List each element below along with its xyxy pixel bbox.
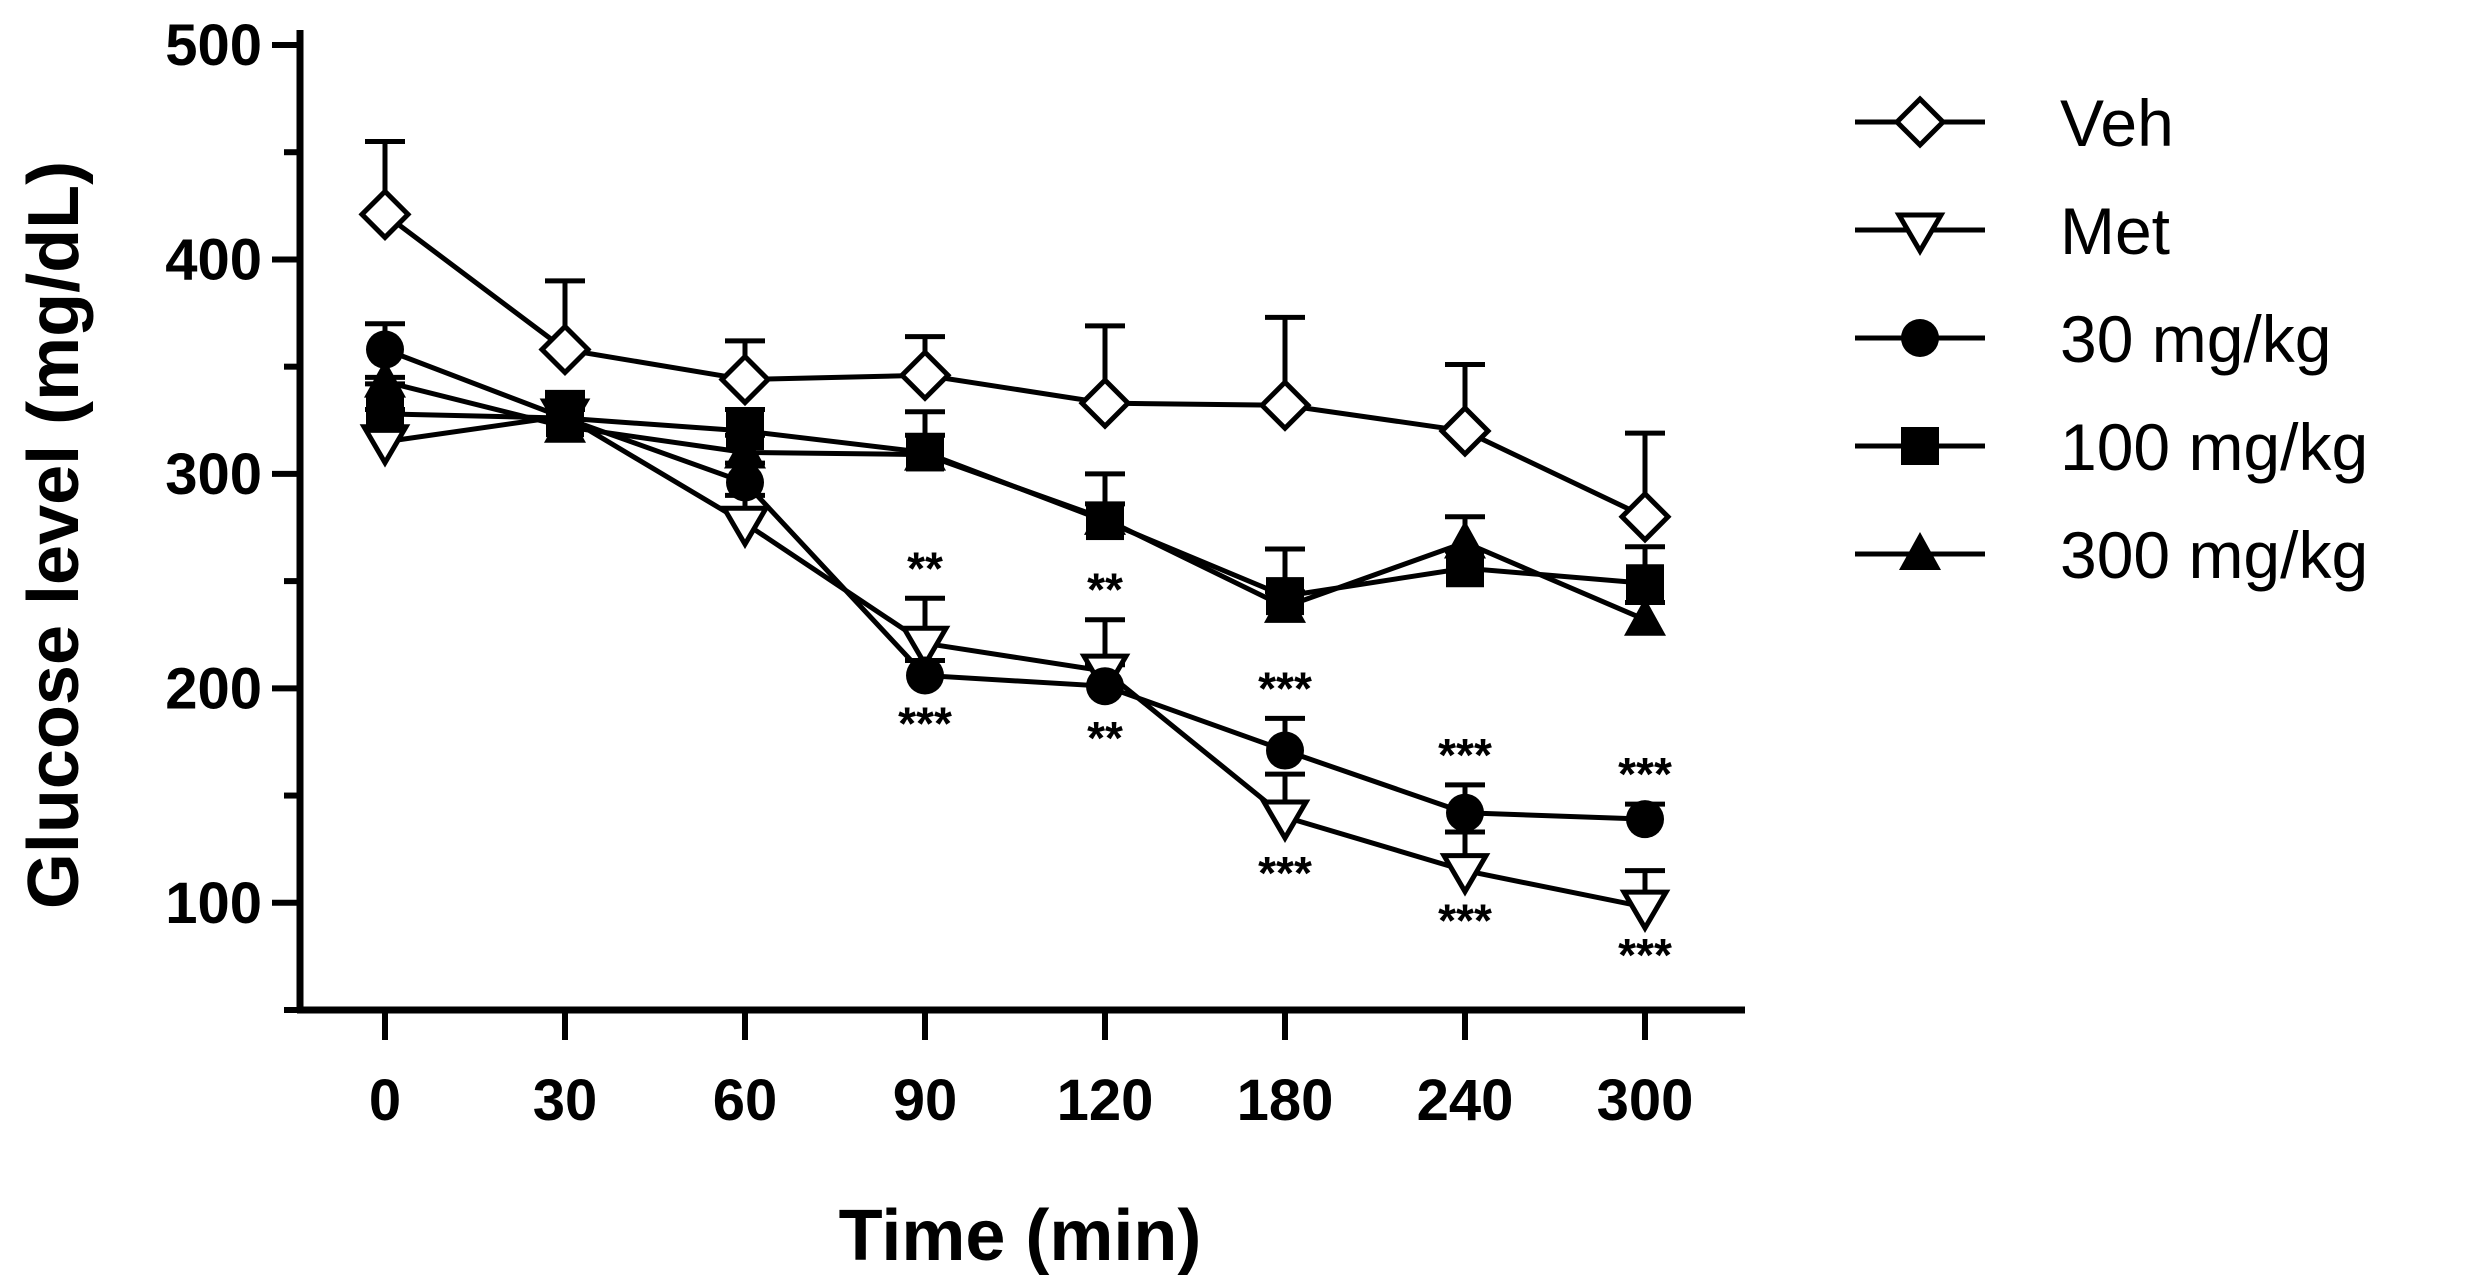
data-point-300-mg-kg [364,359,406,398]
data-point-met [1439,853,1491,897]
legend-label-met: Met [2060,194,2170,268]
data-point-300-mg-kg [1084,496,1126,535]
data-point-300-mg-kg [1444,520,1486,559]
data-point-met [719,505,771,550]
significance-label: *** [1618,748,1672,800]
x-tick-label: 90 [893,1068,958,1133]
legend-label-300-mg-kg: 300 mg/kg [2060,518,2368,592]
legend-marker-300-mg-kg [1899,532,1941,570]
data-point-30-mg-kg [1266,731,1304,770]
data-point-30-mg-kg [1086,667,1124,706]
significance-label: ** [907,542,943,594]
y-tick-label: 500 [165,13,262,78]
significance-label: *** [1438,895,1492,947]
data-point-veh [1438,404,1492,458]
x-tick-label: 30 [533,1068,598,1133]
legend-label-veh: Veh [2060,86,2174,160]
legend: Veh Met 30 mg/kg 100 mg/kg 300 mg/kg [1855,86,2368,592]
series-line-met [384,413,1646,910]
data-point-300-mg-kg [544,404,586,443]
significance-label: ** [1087,564,1123,616]
data-point-met [1619,889,1671,934]
series-line-300-mg-kg [384,379,1646,623]
data-point-veh [718,352,772,407]
data-point-300-mg-kg [1624,597,1666,636]
legend-marker-100-mg-kg [1901,427,1939,465]
x-tick-label: 180 [1237,1068,1334,1133]
y-tick-label: 100 [165,871,262,936]
x-tick-label: 240 [1417,1068,1514,1133]
legend-label-100-mg-kg: 100 mg/kg [2060,410,2368,484]
legend-marker-veh [1893,95,1947,149]
data-point-met [1259,799,1311,843]
data-point-30-mg-kg [726,463,764,502]
series-line-veh [383,212,1647,520]
data-point-100-mg-kg [366,394,404,433]
axes: 100 200 300 400 500 0 30 60 90 120 180 240 300 [165,13,1745,1133]
data-point-100-mg-kg [1626,564,1664,603]
x-axis-title: Time (min) [839,1196,1202,1276]
data-point-300-mg-kg [724,430,766,469]
data-point-veh [358,187,412,241]
x-tick-label: 300 [1597,1068,1694,1133]
significance-label: *** [898,697,952,749]
x-tick-label: 60 [713,1068,778,1133]
data-point-300-mg-kg [904,432,946,471]
significance-label: *** [1258,662,1312,714]
y-axis-title: Glucose level (mg/dL) [14,161,94,909]
significance-label: ** [1087,712,1123,764]
data-point-30-mg-kg [1626,800,1664,839]
data-point-30-mg-kg [1446,793,1484,832]
data-point-veh [898,348,952,402]
x-tick-label: 120 [1057,1068,1154,1133]
y-tick-label: 200 [165,656,262,721]
data-point-veh [1618,490,1672,544]
data-point-veh [538,322,592,377]
significance-label: *** [1618,929,1672,981]
legend-marker-30-mg-kg [1901,319,1939,357]
data-point-met [899,625,951,670]
y-tick-label: 300 [165,442,262,507]
legend-label-30-mg-kg: 30 mg/kg [2060,302,2331,376]
significance-label: *** [1438,729,1492,781]
data-point-300-mg-kg [1264,584,1306,623]
data-point-30-mg-kg [366,330,404,369]
x-tick-label: 0 [369,1068,401,1133]
data-point-veh [1258,378,1312,432]
series-layer: ** ***************** ****** ** [358,139,1672,981]
significance-label: *** [1258,847,1312,899]
data-point-30-mg-kg [906,656,944,695]
legend-marker-met [1894,212,1946,256]
y-tick-label: 400 [165,227,262,292]
data-point-veh [1078,376,1132,430]
